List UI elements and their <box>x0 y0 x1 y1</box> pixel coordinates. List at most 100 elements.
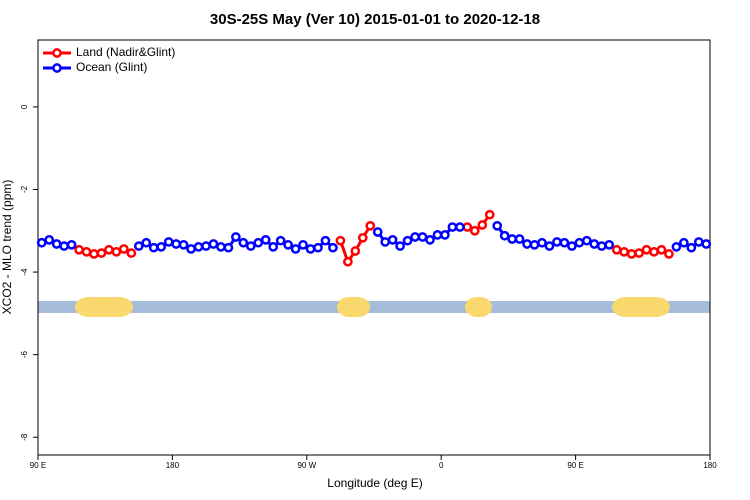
point <box>305 244 316 254</box>
point <box>559 237 570 248</box>
point <box>649 246 659 257</box>
point <box>484 209 495 220</box>
y-tick-label: -4 <box>20 268 29 276</box>
point <box>245 241 256 251</box>
x-tick-label: 180 <box>703 461 717 470</box>
point <box>357 232 368 243</box>
y-tick-label: -8 <box>20 433 29 441</box>
point <box>343 256 353 267</box>
point <box>417 232 428 242</box>
point <box>671 242 682 252</box>
point <box>589 239 600 249</box>
point <box>701 239 712 249</box>
point <box>81 246 92 257</box>
point <box>499 230 510 241</box>
point <box>492 220 503 231</box>
land-band <box>612 297 670 317</box>
point <box>693 237 704 247</box>
point <box>178 239 189 250</box>
y-axis-label: XCO2 - MLO trend (ppm) <box>0 180 14 315</box>
point <box>171 239 181 249</box>
point <box>544 241 555 251</box>
point <box>350 246 361 256</box>
point <box>372 227 383 237</box>
point <box>328 242 338 253</box>
y-tick-label: -6 <box>20 351 29 359</box>
point <box>432 230 443 240</box>
point <box>148 242 159 253</box>
point <box>529 239 540 250</box>
point <box>365 220 376 231</box>
point <box>313 242 323 253</box>
legend-label: Land (Nadir&Glint) <box>76 45 175 59</box>
x-tick-label: 90 W <box>297 461 316 470</box>
point <box>462 222 473 232</box>
point <box>395 241 405 251</box>
land-band <box>465 297 492 317</box>
point <box>641 244 652 255</box>
point <box>619 246 629 257</box>
point <box>552 237 562 247</box>
point <box>223 242 234 253</box>
point <box>111 246 122 257</box>
land-band <box>75 297 133 317</box>
point <box>208 239 219 249</box>
y-tick-label: -2 <box>20 185 29 193</box>
chart-title: 30S-25S May (Ver 10) 2015-01-01 to 2020-… <box>210 11 540 28</box>
point <box>290 244 301 254</box>
point <box>193 242 204 252</box>
point <box>574 237 585 248</box>
point <box>469 225 480 236</box>
legend-label: Ocean (Glint) <box>76 60 147 74</box>
point <box>268 242 279 252</box>
point <box>611 244 622 255</box>
point <box>596 241 607 251</box>
point <box>507 234 517 244</box>
point <box>455 222 465 232</box>
point <box>104 244 114 255</box>
point <box>59 241 69 251</box>
point <box>283 239 293 250</box>
y-tick-label: 0 <box>20 104 29 109</box>
point <box>253 237 264 248</box>
point <box>133 241 144 251</box>
point <box>119 244 129 254</box>
point <box>51 239 62 249</box>
point <box>238 237 249 248</box>
point <box>425 235 435 245</box>
point <box>387 235 398 245</box>
point <box>440 230 450 240</box>
point <box>664 249 674 259</box>
point <box>96 248 107 258</box>
point <box>298 239 308 250</box>
point <box>604 239 615 250</box>
point <box>477 220 488 230</box>
point <box>260 235 271 245</box>
point <box>626 249 637 259</box>
point <box>320 235 331 246</box>
point <box>634 248 644 258</box>
point <box>126 248 137 258</box>
point <box>522 239 532 249</box>
point <box>163 237 174 247</box>
point <box>537 237 547 248</box>
point <box>36 237 47 248</box>
point <box>74 244 84 255</box>
x-axis-label: Longitude (deg E) <box>327 476 422 490</box>
point <box>156 242 167 252</box>
x-tick-label: 90 E <box>30 461 46 470</box>
point <box>679 237 689 248</box>
point <box>141 237 152 248</box>
surface-band <box>38 297 710 317</box>
point <box>216 242 226 252</box>
point <box>514 234 525 244</box>
point <box>402 235 413 246</box>
point <box>231 232 241 242</box>
point <box>275 235 286 246</box>
point <box>656 244 667 255</box>
point <box>335 235 346 246</box>
point <box>186 244 196 254</box>
point <box>66 239 77 250</box>
